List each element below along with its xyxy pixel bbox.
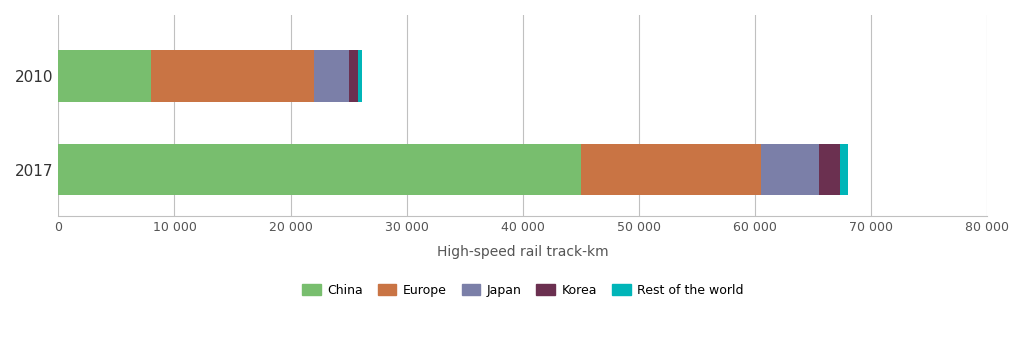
Legend: China, Europe, Japan, Korea, Rest of the world: China, Europe, Japan, Korea, Rest of the… xyxy=(297,279,749,302)
X-axis label: High-speed rail track-km: High-speed rail track-km xyxy=(437,245,608,260)
Bar xyxy=(152,50,313,102)
Bar xyxy=(313,50,348,102)
Bar xyxy=(58,50,152,102)
Bar xyxy=(348,50,357,102)
Bar xyxy=(761,144,818,195)
Bar xyxy=(581,144,761,195)
Bar xyxy=(58,144,581,195)
Bar xyxy=(357,50,362,102)
Bar xyxy=(840,144,848,195)
Bar xyxy=(818,144,840,195)
